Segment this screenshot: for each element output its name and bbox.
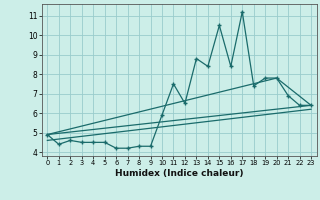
X-axis label: Humidex (Indice chaleur): Humidex (Indice chaleur) [115,169,244,178]
